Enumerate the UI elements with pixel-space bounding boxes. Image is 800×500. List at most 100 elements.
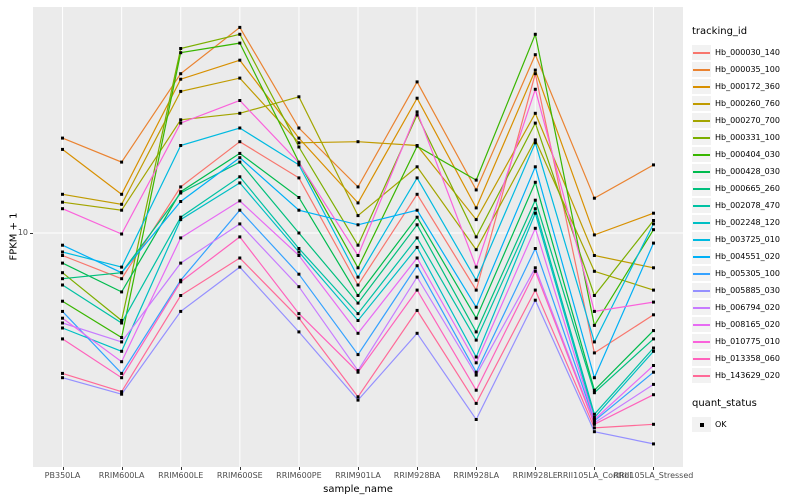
data-point — [356, 370, 360, 374]
data-point — [652, 163, 655, 167]
data-point — [297, 250, 301, 254]
data-point — [533, 226, 537, 230]
data-point — [415, 96, 419, 100]
data-point — [415, 208, 419, 212]
data-point — [297, 161, 301, 165]
data-point — [356, 266, 360, 270]
data-point — [652, 393, 655, 397]
data-point — [533, 87, 537, 91]
legend-key-line-icon — [692, 113, 711, 128]
data-point — [61, 271, 64, 275]
x-tick-mark — [298, 467, 300, 470]
legend-item-Hb_000260_760: Hb_000260_760 — [692, 95, 798, 112]
data-point — [415, 245, 419, 249]
data-point — [61, 371, 64, 375]
legend-key-line-icon — [692, 181, 711, 196]
data-point — [238, 111, 242, 115]
data-point — [474, 370, 478, 374]
data-point — [356, 301, 360, 305]
legend-label: Hb_008165_020 — [715, 320, 780, 329]
data-point — [652, 313, 655, 317]
data-point — [474, 373, 478, 377]
data-point — [474, 218, 478, 222]
legend-label: Hb_002078_470 — [715, 201, 780, 210]
data-point — [61, 192, 64, 196]
data-point — [120, 390, 124, 394]
data-point — [179, 185, 183, 189]
legend-label: Hb_000260_760 — [715, 99, 780, 108]
legend-key-line-icon — [692, 300, 711, 315]
data-point — [592, 391, 596, 395]
data-point — [533, 198, 537, 202]
data-point — [297, 126, 301, 130]
data-point — [120, 277, 124, 281]
data-point — [652, 329, 655, 333]
data-point — [297, 141, 301, 145]
legend-item-Hb_010775_010: Hb_010775_010 — [692, 333, 798, 350]
data-point — [415, 236, 419, 240]
data-point — [61, 243, 64, 247]
data-point — [652, 422, 655, 426]
x-tick-mark — [476, 467, 478, 470]
data-point — [297, 316, 301, 320]
data-point — [356, 369, 360, 373]
data-point — [592, 351, 596, 355]
data-point — [474, 355, 478, 359]
data-point — [179, 280, 183, 284]
y-tick-mark — [30, 233, 33, 234]
x-tick-label-RRIM600LE: RRIM600LE — [158, 471, 204, 480]
data-point — [533, 165, 537, 169]
data-point — [533, 207, 537, 211]
data-point — [652, 370, 655, 374]
data-point — [415, 288, 419, 292]
data-point — [120, 321, 124, 325]
data-point — [179, 215, 183, 219]
data-point — [415, 165, 419, 169]
data-point — [474, 316, 478, 320]
legend-item-Hb_000331_100: Hb_000331_100 — [692, 129, 798, 146]
data-point — [592, 418, 596, 421]
data-point — [474, 288, 478, 292]
data-point — [592, 416, 596, 419]
data-point — [533, 32, 537, 36]
data-point — [297, 312, 301, 316]
x-tick-label-RRIM600LA: RRIM600LA — [98, 471, 145, 480]
data-point — [415, 144, 419, 148]
data-point — [652, 288, 655, 292]
x-tick-label-RRIM928BA: RRIM928BA — [393, 471, 441, 480]
data-point — [533, 53, 537, 57]
legend-item-Hb_013358_060: Hb_013358_060 — [692, 350, 798, 367]
data-point — [474, 338, 478, 342]
data-point — [120, 192, 124, 196]
legend-label: Hb_000035_100 — [715, 65, 780, 74]
data-point — [179, 236, 183, 240]
data-point — [356, 283, 360, 287]
data-point — [415, 264, 419, 268]
data-point — [238, 32, 242, 36]
legend-label: Hb_000404_030 — [715, 150, 780, 159]
data-point — [120, 232, 124, 236]
legend-item-Hb_000030_140: Hb_000030_140 — [692, 44, 798, 61]
legend-item-Hb_000172_360: Hb_000172_360 — [692, 78, 798, 95]
legend-key-line-icon — [692, 215, 711, 230]
data-point — [592, 294, 596, 297]
data-point — [61, 326, 64, 330]
data-point — [238, 160, 242, 164]
data-point — [356, 140, 360, 144]
data-point — [474, 418, 478, 421]
legend-key-line-icon — [692, 147, 711, 162]
data-point — [179, 118, 183, 122]
data-point — [533, 72, 537, 76]
data-point — [238, 199, 242, 203]
data-point — [179, 89, 183, 93]
data-point — [356, 243, 360, 247]
legend-item-Hb_000404_030: Hb_000404_030 — [692, 146, 798, 163]
data-point — [356, 185, 360, 189]
legend-title-quant-status: quant_status — [692, 398, 757, 409]
legend: tracking_id Hb_000030_140 Hb_000035_100 Hb… — [692, 26, 798, 433]
data-point — [652, 211, 655, 215]
legend-key-line-icon — [692, 368, 711, 383]
plot-svg — [33, 7, 683, 467]
data-point — [61, 277, 64, 281]
data-point — [61, 250, 64, 254]
